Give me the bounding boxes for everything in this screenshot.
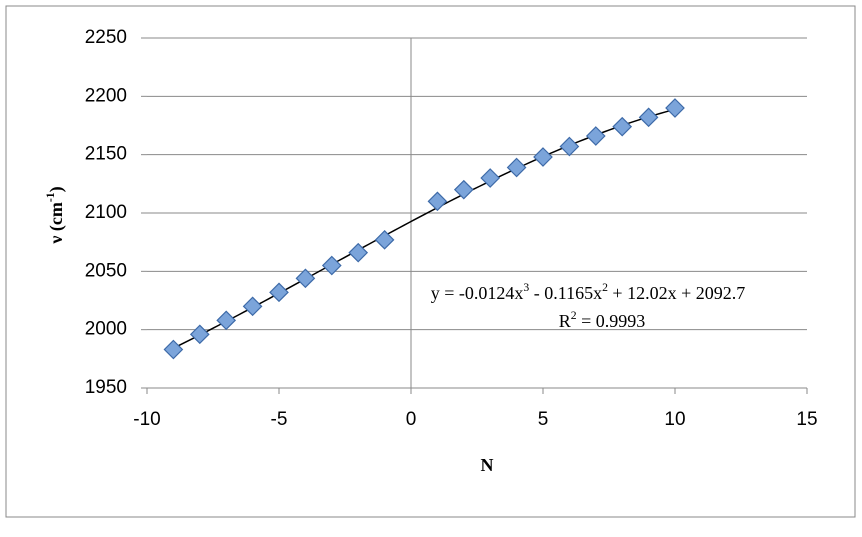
data-point	[480, 168, 501, 188]
x-tick-label: 5	[538, 409, 549, 430]
data-point	[506, 157, 527, 178]
data-point	[269, 282, 289, 303]
r-squared: R2 = 0.9993	[559, 309, 646, 331]
data-point	[585, 126, 606, 146]
data-point	[665, 98, 685, 118]
trendline-equation-part: - 0.1165x	[529, 283, 602, 303]
y-tick-label: 2100	[85, 202, 127, 223]
data-point	[189, 324, 210, 345]
trendline-equation-superscript: 3	[523, 281, 529, 294]
x-tick-label: 15	[796, 409, 817, 430]
trendline-equation-part: + 12.02x + 2092.7	[608, 283, 745, 303]
data-point	[559, 136, 580, 157]
data-point	[453, 179, 474, 200]
y-axis-label-part: )	[46, 186, 67, 192]
data-point	[216, 310, 237, 331]
y-tick-label: 1950	[85, 377, 127, 398]
y-tick-label: 2200	[85, 85, 127, 106]
data-point	[295, 268, 316, 289]
data-point	[348, 242, 369, 263]
trendline-equation-superscript: 2	[602, 281, 608, 294]
data-point	[242, 296, 263, 317]
data-point	[427, 191, 448, 212]
chart-border	[5, 5, 856, 518]
y-tick-label: 2150	[85, 144, 127, 165]
y-axis-label-part: ν (cm	[46, 202, 67, 245]
x-tick-label: 0	[406, 409, 417, 430]
data-point	[612, 116, 633, 137]
data-point	[321, 255, 342, 276]
y-axis-label: ν (cm-1)	[44, 186, 67, 244]
data-point	[638, 107, 659, 128]
y-axis-label-superscript: -1	[44, 192, 57, 202]
data-point	[374, 229, 395, 250]
data-point	[163, 339, 184, 360]
x-tick-label: -5	[271, 409, 288, 430]
data-point	[533, 147, 553, 167]
x-tick-label: -10	[133, 409, 160, 430]
y-tick-label: 2000	[85, 319, 127, 340]
trendline-equation-part: y = -0.0124x	[431, 283, 524, 303]
r-squared-part: = 0.9993	[577, 311, 646, 331]
x-axis-label: N	[481, 455, 494, 475]
trendline-equation: y = -0.0124x3 - 0.1165x2 + 12.02x + 2092…	[431, 281, 745, 303]
r-squared-part: R	[559, 311, 571, 331]
x-tick-label: 10	[664, 409, 685, 430]
y-tick-label: 2050	[85, 260, 127, 281]
r-squared-superscript: 2	[571, 309, 577, 322]
y-tick-label: 2250	[85, 27, 127, 48]
